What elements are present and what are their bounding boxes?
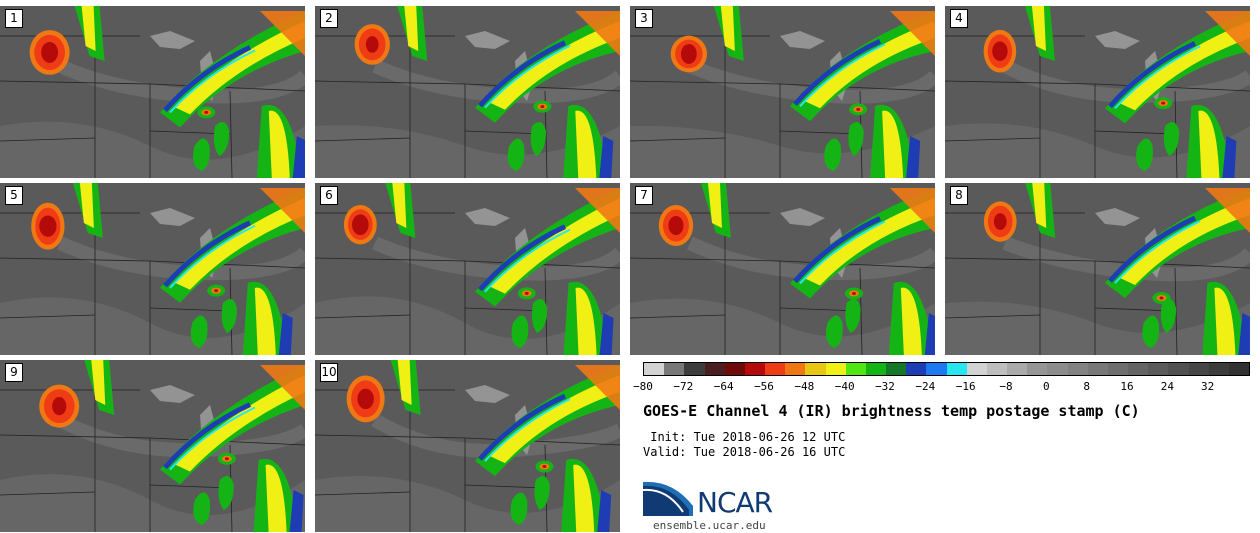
map-panel: 4 (945, 6, 1250, 178)
panel-number-label: 10 (320, 363, 338, 382)
ncar-logo-text: NCAR (697, 486, 773, 519)
ir-satellite-map (0, 183, 305, 355)
map-panel: 10 (315, 360, 620, 532)
panel-number-label: 9 (5, 363, 23, 382)
colorbar-tick-label: −40 (834, 380, 855, 393)
colorbar-segment (644, 363, 665, 375)
ir-satellite-map (0, 6, 305, 178)
colorbar-segment (986, 363, 1008, 375)
map-panel: 7 (630, 183, 935, 355)
panel-number-label: 7 (635, 186, 653, 205)
panel-number-label: 4 (950, 9, 968, 28)
map-panel: 6 (315, 183, 620, 355)
colorbar-tick-label: −16 (955, 380, 976, 393)
panel-number-label: 1 (5, 9, 23, 28)
figure-title: GOES-E Channel 4 (IR) brightness temp po… (643, 402, 1140, 420)
colorbar-segment (1128, 363, 1149, 375)
colorbar-segment (966, 363, 987, 375)
ir-satellite-map (315, 360, 620, 532)
colorbar-segment (1107, 363, 1129, 375)
colorbar-segment (684, 363, 705, 375)
panel-number-label: 6 (320, 186, 338, 205)
map-panel: 8 (945, 183, 1250, 355)
colorbar-segment (886, 363, 907, 375)
map-panel: 5 (0, 183, 305, 355)
colorbar-segment (1007, 363, 1028, 375)
colorbar-tick-label: 16 (1120, 380, 1134, 393)
ir-satellite-map (945, 183, 1250, 355)
colorbar-ticks: −80 −72 −64 −56 −48 −40 −32 −24 −16 −8 0 8 16 24 32 (633, 380, 1248, 394)
colorbar-tick-label: −8 (999, 380, 1013, 393)
colorbar-segment (1228, 363, 1250, 375)
colorbar-segment (845, 363, 866, 375)
init-time: Init: Tue 2018-06-26 12 UTC (643, 430, 846, 444)
colorbar-segment (724, 363, 745, 375)
map-panel: 1 (0, 6, 305, 178)
panel-number-label: 5 (5, 186, 23, 205)
colorbar-segment (946, 363, 967, 375)
colorbar-segment (1027, 363, 1048, 375)
ir-satellite-map (315, 6, 620, 178)
ir-satellite-map (315, 183, 620, 355)
colorbar-segment (1168, 363, 1189, 375)
colorbar-segment (865, 363, 887, 375)
colorbar-segment (1067, 363, 1088, 375)
colorbar-segment (744, 363, 766, 375)
colorbar-tick-label: −32 (875, 380, 895, 393)
colorbar-tick-label: 24 (1160, 380, 1174, 393)
colorbar-segment (1087, 363, 1108, 375)
colorbar-segment (805, 363, 826, 375)
map-panel: 9 (0, 360, 305, 532)
ir-satellite-map (630, 183, 935, 355)
valid-time: Valid: Tue 2018-06-26 16 UTC (643, 445, 846, 459)
ensemble-url: ensemble.ucar.edu (653, 519, 766, 532)
colorbar (643, 362, 1250, 376)
colorbar-tick-label: −72 (673, 380, 694, 393)
colorbar-tick-label: −56 (754, 380, 774, 393)
map-panel: 3 (630, 6, 935, 178)
colorbar-segment (1208, 363, 1229, 375)
colorbar-segment (926, 363, 947, 375)
colorbar-segment (906, 363, 927, 375)
panel-number-label: 2 (320, 9, 338, 28)
colorbar-segment (664, 363, 685, 375)
colorbar-tick-label: 0 (1043, 380, 1050, 393)
ir-satellite-map (630, 6, 935, 178)
colorbar-tick-label: −48 (794, 380, 815, 393)
panel-number-label: 3 (635, 9, 653, 28)
colorbar-tick-label: −80 (633, 380, 653, 393)
colorbar-tick-label: −64 (713, 380, 734, 393)
colorbar-tick-label: 8 (1083, 380, 1090, 393)
colorbar-segment (1148, 363, 1169, 375)
colorbar-segment (1047, 363, 1068, 375)
map-panel: 2 (315, 6, 620, 178)
ir-satellite-map (945, 6, 1250, 178)
colorbar-tick-label: 32 (1201, 380, 1215, 393)
colorbar-segment (785, 363, 806, 375)
colorbar-segment (825, 363, 846, 375)
panel-number-label: 8 (950, 186, 968, 205)
colorbar-tick-label: −24 (915, 380, 936, 393)
ncar-logo (643, 481, 693, 516)
colorbar-segment (765, 363, 786, 375)
colorbar-segment (1188, 363, 1209, 375)
ir-satellite-map (0, 360, 305, 532)
colorbar-segment (704, 363, 725, 375)
